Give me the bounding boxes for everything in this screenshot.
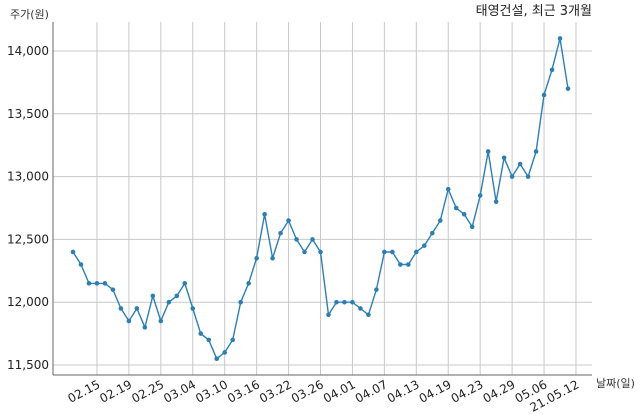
- data-point: [366, 312, 371, 318]
- data-point: [142, 325, 148, 330]
- data-point: [493, 199, 499, 205]
- data-point: [126, 318, 132, 324]
- data-point: [398, 262, 403, 267]
- data-point: [429, 230, 435, 236]
- x-axis-label: 날짜(일): [596, 376, 635, 390]
- data-point: [374, 287, 379, 292]
- data-point: [166, 299, 172, 305]
- y-tick-label: 12,000: [7, 295, 49, 309]
- data-point: [134, 306, 140, 311]
- x-tick-label: 04.13: [385, 377, 422, 405]
- data-point: [326, 312, 331, 318]
- data-point: [198, 331, 204, 336]
- data-point: [214, 356, 220, 362]
- data-point: [350, 299, 355, 305]
- data-point: [246, 281, 251, 286]
- data-point: [174, 293, 180, 299]
- data-point: [78, 262, 84, 267]
- data-point: [509, 174, 515, 179]
- data-point: [517, 161, 523, 167]
- data-point: [414, 249, 419, 255]
- axis-layer: [52, 22, 592, 376]
- y-tick-label: 13,500: [7, 107, 49, 121]
- data-point: [437, 218, 443, 223]
- data-point: [382, 249, 387, 255]
- grid-layer: [53, 22, 592, 375]
- data-point: [421, 243, 427, 248]
- data-point: [118, 306, 124, 311]
- data-point: [222, 350, 227, 355]
- data-point: [182, 281, 188, 286]
- data-point: [310, 237, 315, 242]
- data-point: [501, 155, 507, 161]
- x-tick-label: 02.19: [97, 377, 134, 405]
- data-point: [94, 281, 100, 286]
- data-point: [150, 293, 156, 299]
- data-point: [302, 249, 307, 255]
- data-point: [86, 281, 92, 286]
- data-point: [453, 205, 459, 211]
- y-axis-label: 주가(원): [10, 8, 49, 21]
- data-point: [549, 67, 555, 73]
- data-point: [278, 230, 283, 236]
- x-tick-label: 03.22: [257, 377, 294, 405]
- y-tick-label: 13,000: [7, 170, 49, 184]
- data-point: [445, 186, 451, 192]
- data-point: [390, 249, 395, 255]
- x-tick-label: 04.29: [481, 377, 518, 405]
- x-tick-label: 04.19: [417, 377, 454, 405]
- data-point: [334, 299, 339, 305]
- x-tick-label: 02.15: [65, 377, 102, 405]
- data-point: [557, 36, 563, 41]
- series-point-layer: [70, 36, 571, 362]
- data-point: [318, 249, 323, 255]
- y-tick-label: 14,000: [7, 44, 49, 58]
- data-point: [294, 237, 299, 242]
- data-point: [230, 337, 235, 343]
- x-tick-label: 04.23: [449, 377, 486, 405]
- data-point: [270, 255, 275, 261]
- x-tick-label: 02.25: [129, 377, 166, 405]
- data-point: [286, 218, 291, 223]
- data-point: [70, 249, 76, 255]
- data-point: [533, 149, 539, 154]
- x-tick-label: 04.01: [321, 377, 358, 405]
- data-point: [190, 306, 196, 311]
- data-point: [342, 299, 347, 305]
- data-point: [469, 224, 475, 230]
- data-point: [541, 92, 547, 98]
- data-point: [565, 86, 571, 91]
- data-point: [485, 149, 491, 154]
- data-point: [461, 211, 467, 217]
- data-point: [206, 337, 212, 343]
- data-point: [254, 255, 259, 261]
- x-tick-label: 04.07: [353, 377, 390, 405]
- data-point: [238, 299, 243, 305]
- x-tick-label: 03.04: [161, 377, 198, 405]
- data-point: [262, 211, 267, 217]
- data-point: [477, 193, 483, 198]
- data-point: [158, 318, 164, 324]
- x-tick-label: 03.10: [193, 377, 230, 405]
- data-point: [110, 287, 116, 292]
- data-point: [406, 262, 411, 267]
- y-tick-label: 11,500: [7, 358, 49, 372]
- data-point: [102, 281, 108, 286]
- x-tick-label: 03.16: [225, 377, 262, 405]
- tick-label-layer: 11,500 12,000 12,500 13,000 13,500 14,000 02.1…: [7, 44, 581, 414]
- data-point: [525, 174, 531, 179]
- y-tick-label: 12,500: [7, 232, 49, 246]
- chart-title: 태영건설, 최근 3개월: [476, 4, 592, 19]
- x-tick-label: 03.26: [289, 377, 326, 405]
- data-point: [358, 306, 363, 311]
